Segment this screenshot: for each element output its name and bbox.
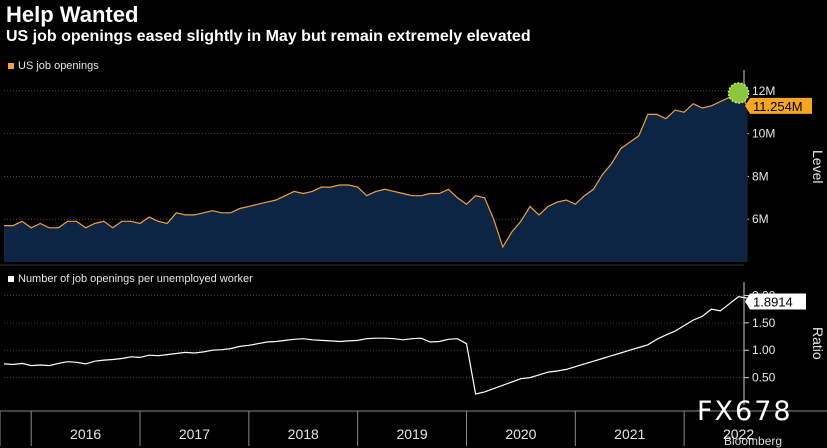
level-last-value-label: 11.254M (753, 99, 803, 114)
legend-label-job-openings: US job openings (18, 60, 99, 72)
footer-source: Bloomberg (724, 434, 783, 448)
level-tick-label-2: 10M (752, 127, 775, 141)
ratio-tick-label-2: 1.50 (752, 316, 776, 330)
x-tick-label-2022: 2022 (723, 426, 754, 442)
level-tick-label-0: 6M (752, 212, 769, 226)
ratio-tick-label-1: 1.00 (752, 343, 776, 357)
ratio-last-value-label: 1.8914 (753, 295, 793, 310)
legend-label-ratio: Number of job openings per unemployed wo… (18, 273, 253, 285)
level-last-value-tag (745, 97, 812, 114)
legend-ratio: Number of job openings per unemployed wo… (8, 273, 253, 285)
level-series-line (4, 92, 749, 249)
x-tick-label-2019: 2019 (397, 426, 428, 442)
level-tick-label-3: 12M (752, 84, 775, 98)
legend-swatch-orange (8, 63, 14, 69)
level-series-area (4, 93, 748, 262)
watermark: FX678 (697, 396, 793, 427)
ratio-last-value-tag (745, 293, 806, 310)
legend-swatch-white (8, 276, 14, 282)
peak-highlight-marker (727, 82, 750, 104)
ratio-series-line (3, 295, 757, 395)
x-tick-label-2018: 2018 (288, 426, 319, 442)
chart-subtitle: US job openings eased slightly in May bu… (6, 28, 531, 45)
x-tick-label-2021: 2021 (614, 426, 645, 442)
chart-title: Help Wanted (6, 2, 139, 27)
level-tick-label-1: 8M (752, 169, 769, 183)
x-tick-label-2020: 2020 (505, 426, 536, 442)
legend-job-openings: US job openings (8, 60, 99, 72)
x-tick-label-2017: 2017 (179, 426, 210, 442)
x-tick-label-2016: 2016 (70, 426, 101, 442)
ratio-tick-label-0: 0.50 (752, 371, 776, 385)
